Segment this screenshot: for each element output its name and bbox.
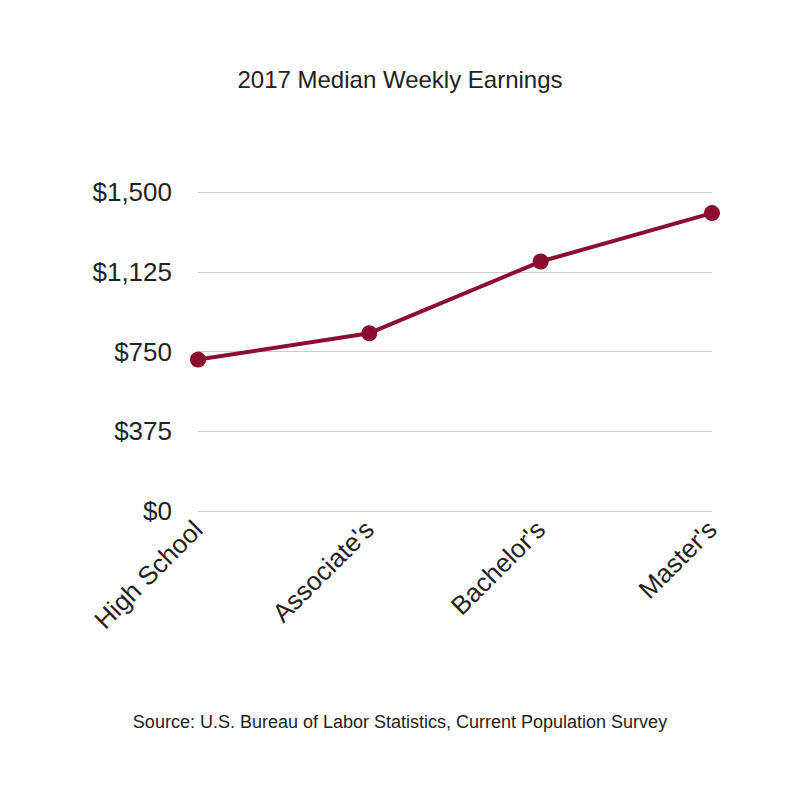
svg-text:Source: U.S. Bureau of Labor S: Source: U.S. Bureau of Labor Statistics,… [133,712,667,732]
svg-text:Associate's: Associate's [266,514,380,628]
svg-text:Bachelor's: Bachelor's [445,514,551,620]
svg-text:High School: High School [88,514,208,634]
svg-text:2017 Median Weekly Earnings: 2017 Median Weekly Earnings [237,66,562,93]
svg-text:$1,500: $1,500 [92,177,172,207]
svg-text:$375: $375 [114,416,172,446]
svg-text:$0: $0 [143,496,172,526]
svg-text:$1,125: $1,125 [92,257,172,287]
svg-text:Master's: Master's [633,514,723,604]
svg-text:$750: $750 [114,337,172,367]
